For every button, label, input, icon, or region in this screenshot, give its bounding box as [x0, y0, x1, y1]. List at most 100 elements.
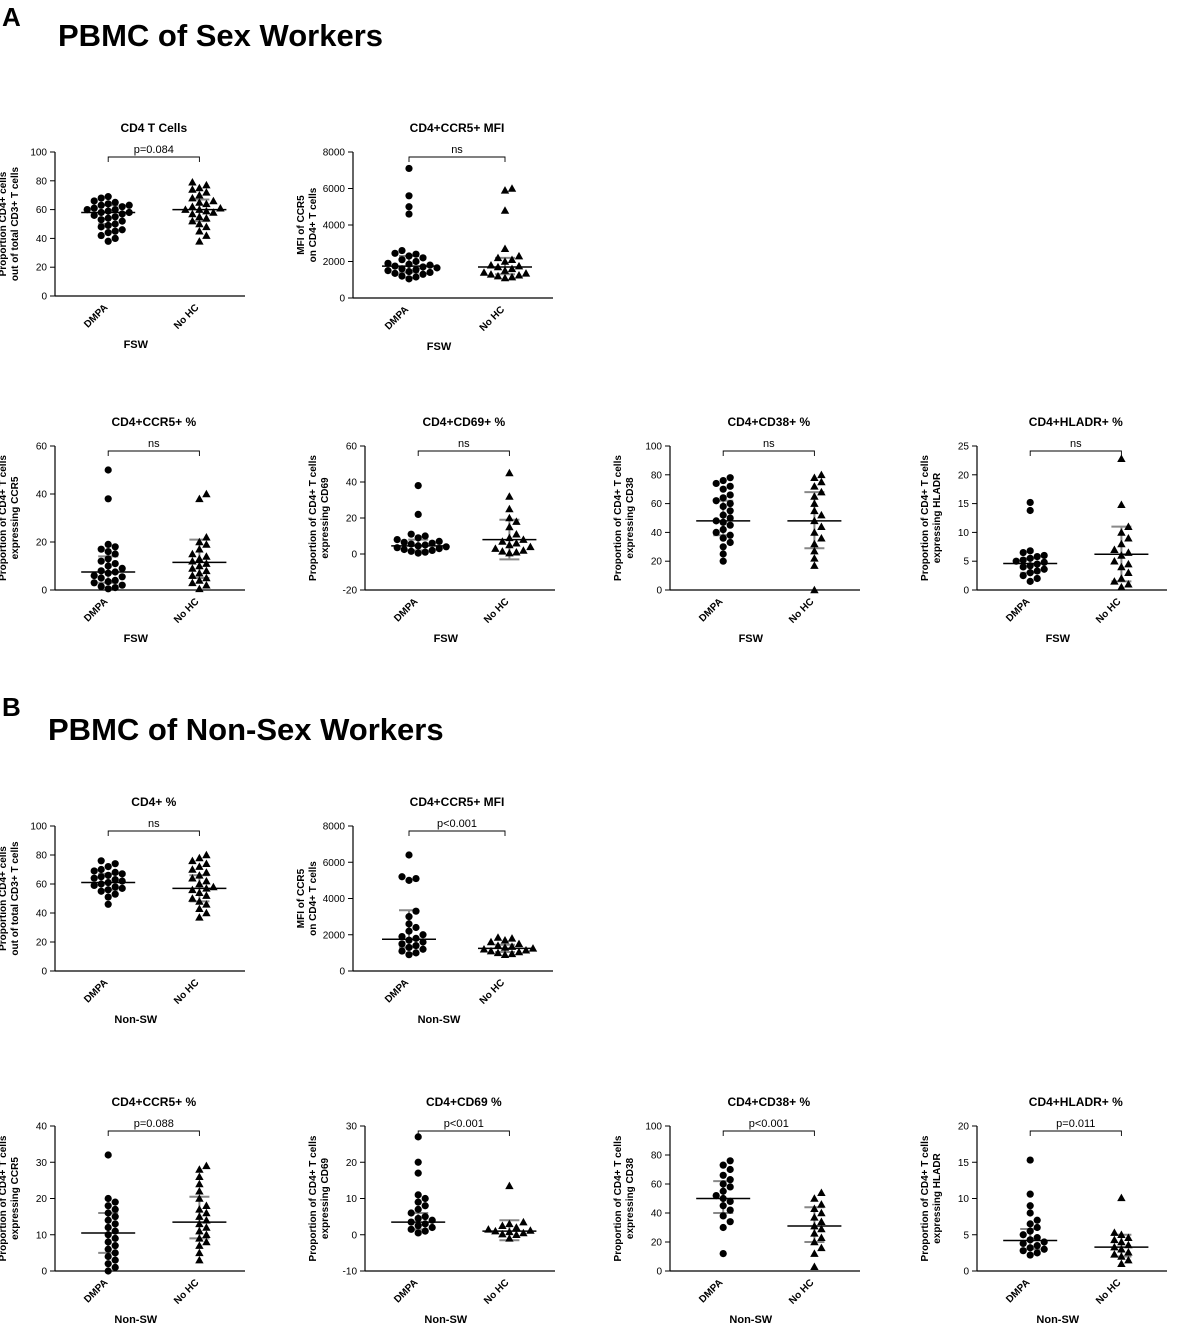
- data-point-dmpa: [719, 485, 727, 493]
- y-axis-label: expressing CD38: [625, 477, 636, 559]
- data-point-nohc: [1117, 1259, 1126, 1268]
- data-point-dmpa: [97, 865, 105, 874]
- y-tick-label: 30: [36, 1158, 48, 1169]
- y-tick-label: 10: [958, 528, 970, 539]
- data-point-nohc: [817, 1217, 826, 1225]
- data-point-dmpa: [391, 249, 399, 257]
- comparison-bracket: [107, 450, 200, 456]
- chart-4: CD4+CD69+ % -20 0 20 40 60 Proportion of CD4+ …: [308, 415, 555, 645]
- comparison-bracket: [722, 1130, 815, 1136]
- data-point-nohc: [195, 879, 204, 888]
- data-point-nohc: [498, 547, 507, 555]
- y-axis-label: expressing CCR5: [10, 476, 21, 559]
- data-point-dmpa: [412, 250, 420, 258]
- data-point-dmpa: [726, 491, 734, 499]
- y-axis-label: expressing CD38: [625, 1157, 636, 1239]
- data-point-dmpa: [726, 1183, 734, 1191]
- data-point-dmpa: [726, 538, 734, 547]
- y-tick-label: -10: [343, 1267, 358, 1278]
- comparison-label: p=0.011: [1056, 1118, 1095, 1130]
- data-point-nohc: [188, 216, 197, 225]
- data-point-dmpa: [412, 949, 420, 957]
- data-point-dmpa: [407, 1209, 415, 1217]
- data-point-dmpa: [111, 868, 119, 877]
- data-point-dmpa: [719, 534, 727, 542]
- data-point-dmpa: [111, 213, 119, 221]
- data-point-nohc: [514, 939, 524, 948]
- y-tick-label: 30: [346, 1122, 358, 1133]
- data-point-dmpa: [104, 466, 112, 474]
- y-tick-label: 0: [339, 967, 345, 978]
- data-point-dmpa: [1026, 1251, 1034, 1259]
- x-category-label: DMPA: [82, 1277, 110, 1305]
- comparison-label: ns: [1070, 438, 1082, 450]
- data-point-nohc: [810, 506, 819, 515]
- data-point-dmpa: [104, 207, 112, 215]
- data-point-dmpa: [400, 545, 408, 554]
- data-point-nohc: [195, 853, 204, 862]
- data-point-dmpa: [1040, 551, 1048, 560]
- data-point-nohc: [1117, 500, 1126, 509]
- data-point-dmpa: [90, 579, 98, 587]
- data-point-dmpa: [414, 1214, 422, 1223]
- data-point-dmpa: [412, 273, 420, 281]
- data-point-nohc: [519, 1217, 528, 1226]
- data-point-dmpa: [726, 531, 734, 539]
- panel-a-letter: A: [2, 2, 21, 32]
- y-tick-label: 40: [651, 528, 663, 539]
- x-axis-label: FSW: [124, 633, 149, 645]
- data-point-nohc: [514, 251, 524, 260]
- y-tick-label: 0: [41, 967, 47, 978]
- x-category-label: DMPA: [697, 1277, 725, 1305]
- x-axis-label: FSW: [427, 341, 452, 353]
- data-point-nohc: [202, 540, 211, 548]
- data-point-nohc: [195, 554, 204, 563]
- data-point-dmpa: [1019, 572, 1027, 580]
- data-point-dmpa: [1026, 506, 1034, 515]
- data-point-dmpa: [97, 567, 105, 575]
- data-point-dmpa: [405, 203, 413, 211]
- y-axis-label: expressing HLADR: [932, 472, 943, 563]
- data-point-dmpa: [419, 938, 427, 946]
- data-point-nohc: [1117, 539, 1126, 548]
- data-point-nohc: [1117, 1230, 1126, 1239]
- data-point-nohc: [817, 1243, 826, 1252]
- y-axis-label: Proportion of CD4+ T cells: [308, 1135, 319, 1261]
- data-point-dmpa: [111, 1205, 119, 1213]
- data-point-nohc: [507, 264, 517, 273]
- data-point-dmpa: [405, 920, 413, 928]
- data-point-dmpa: [111, 1220, 119, 1228]
- data-point-nohc: [479, 268, 489, 276]
- y-tick-label: 40: [651, 1209, 663, 1220]
- y-tick-label: 80: [36, 176, 48, 187]
- data-point-nohc: [500, 206, 510, 214]
- data-point-dmpa: [111, 550, 119, 558]
- data-point-dmpa: [104, 193, 112, 201]
- data-point-dmpa: [435, 545, 443, 553]
- data-point-dmpa: [719, 476, 727, 485]
- y-axis-label: Proportion of CD4+ T cells: [920, 1135, 931, 1261]
- data-point-dmpa: [118, 870, 126, 878]
- y-tick-label: 80: [36, 851, 48, 862]
- data-point-dmpa: [726, 1176, 734, 1184]
- y-tick-label: 0: [351, 550, 357, 561]
- data-point-nohc: [202, 900, 211, 908]
- data-point-nohc: [512, 517, 521, 525]
- data-point-dmpa: [83, 206, 91, 214]
- y-axis-label: expressing CD69: [320, 1157, 331, 1239]
- data-point-dmpa: [719, 1223, 727, 1232]
- data-point-nohc: [1110, 577, 1119, 585]
- data-point-dmpa: [414, 549, 422, 557]
- y-tick-label: 25: [958, 442, 970, 453]
- data-point-dmpa: [726, 507, 734, 515]
- data-point-nohc: [1110, 545, 1119, 553]
- data-point-dmpa: [400, 538, 408, 546]
- chart-title: CD4+CCR5+ %: [111, 415, 196, 429]
- data-point-nohc: [1110, 1235, 1119, 1244]
- data-point-dmpa: [97, 216, 105, 224]
- data-point-nohc: [817, 533, 826, 542]
- x-category-label: DMPA: [82, 977, 110, 1005]
- data-point-nohc: [500, 935, 510, 944]
- data-point-dmpa: [421, 532, 429, 540]
- y-tick-label: 20: [346, 514, 358, 525]
